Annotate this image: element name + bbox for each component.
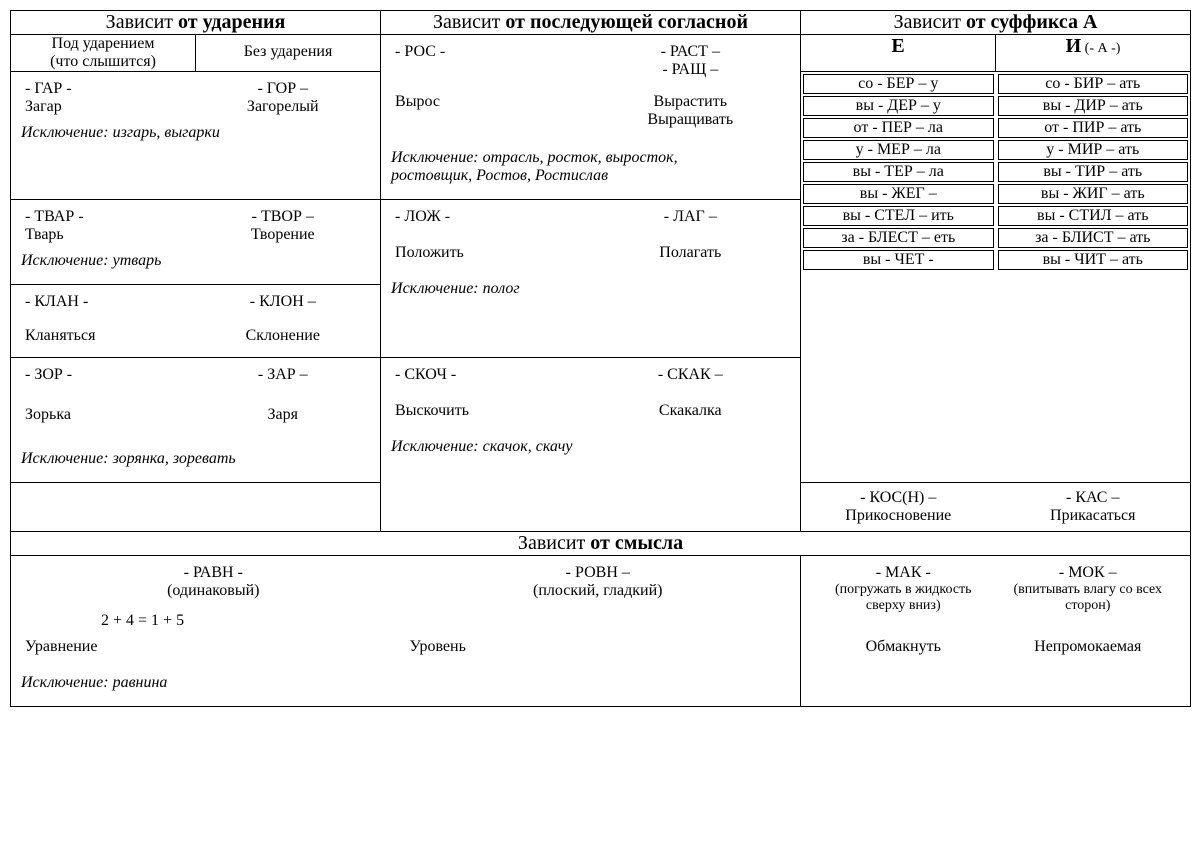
header-suffix: Зависит от суффикса А — [801, 11, 1191, 35]
col2-block-skoch: - СКОЧ - - СКАК – Выскочить Скакалка Иск… — [381, 358, 801, 532]
col4-mak: - МАК - (погружать в жидкость сверху вни… — [801, 556, 1191, 707]
subheader-unstressed: Без ударения — [196, 35, 381, 72]
header-meaning: Зависит от смысла — [11, 532, 1191, 556]
rules-table: Зависит от ударения Зависит от последующ… — [10, 10, 1191, 707]
col4-ravn: - РАВН - (одинаковый) - РОВН – (плоский,… — [11, 556, 801, 707]
col1-block-gar: - ГАР - Загар - ГОР – Загорелый Исключен… — [11, 72, 381, 200]
col1-block-zor: - ЗОР - - ЗАР – Зорька Заря Исключение: … — [11, 358, 381, 483]
col3-i-list: со - БИР – ать вы - ДИР – ать от - ПИР –… — [996, 72, 1191, 483]
subheader-e: Е — [801, 35, 996, 72]
header-consonant: Зависит от последующей согласной — [381, 11, 801, 35]
col2-block-lozh: - ЛОЖ - - ЛАГ – Положить Полагать Исключ… — [381, 200, 801, 358]
col3-e-list: со - БЕР – у вы - ДЕР – у от - ПЕР – ла … — [801, 72, 996, 483]
header-stress: Зависит от ударения — [11, 11, 381, 35]
subheader-stressed: Под ударением (что слышится) — [11, 35, 196, 72]
col1-block-klan: - КЛАН - - КЛОН – Кланяться Склонение — [11, 285, 381, 358]
col3-kos: - КОС(Н) – Прикосновение — [801, 483, 996, 532]
col1-block-tvar: - ТВАР - Тварь - ТВОР – Творение Исключе… — [11, 200, 381, 285]
col2-block-ros: - РОС - - РАСТ – - РАЩ – Вырос Вырастить… — [381, 35, 801, 200]
col3-kas: - КАС – Прикасаться — [996, 483, 1191, 532]
subheader-i: И (- А -) — [996, 35, 1191, 72]
